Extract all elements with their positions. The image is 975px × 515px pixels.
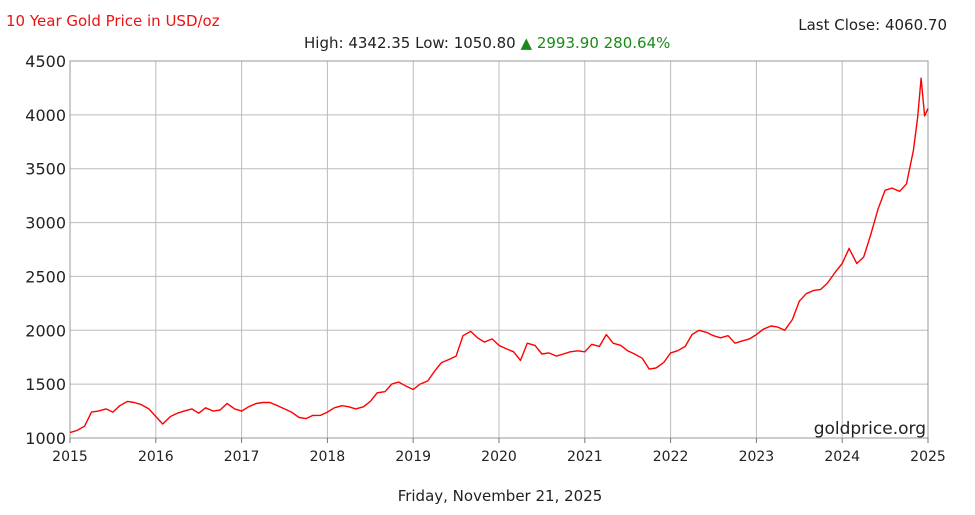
x-tick-label: 2023: [739, 449, 775, 465]
up-arrow-icon: ▲: [520, 34, 533, 52]
x-tick-label: 2017: [224, 449, 260, 465]
y-tick-label: 4500: [25, 52, 66, 71]
change-percent: 280.64%: [603, 34, 671, 52]
low-value: 1050.80: [453, 34, 516, 52]
low-label: Low:: [415, 34, 449, 52]
watermark-label: goldprice.org: [814, 419, 926, 439]
x-tick-label: 2015: [52, 449, 88, 465]
y-tick-label: 1500: [25, 375, 66, 394]
x-tick-label: 2020: [481, 449, 517, 465]
y-axis-ticks: 1000 1500 2000 2500 3000 3500 4000 4500: [25, 52, 66, 448]
chart-title: 10 Year Gold Price in USD/oz: [6, 12, 220, 30]
last-close-label: Last Close:: [798, 16, 881, 34]
x-tick-label: 2022: [653, 449, 689, 465]
price-series-line: [69, 77, 929, 434]
x-tick-label: 2024: [824, 449, 860, 465]
x-axis-ticks: 2015 2016 2017 2018 2019 2020 2021 2022 2023 2024…: [52, 438, 946, 465]
chart-grid: [69, 60, 929, 439]
y-tick-label: 3000: [25, 214, 66, 233]
last-close-value: 4060.70: [884, 16, 947, 34]
last-close: Last Close: 4060.70: [798, 16, 947, 34]
chart-date: Friday, November 21, 2025: [397, 487, 603, 505]
x-tick-label: 2021: [567, 449, 603, 465]
change-value: 2993.90: [536, 34, 599, 52]
y-tick-label: 3500: [25, 160, 66, 179]
x-tick-label: 2016: [138, 449, 174, 465]
y-tick-label: 2000: [25, 321, 66, 340]
y-tick-label: 4000: [25, 106, 66, 125]
x-tick-label: 2018: [310, 449, 346, 465]
x-tick-label: 2025: [910, 449, 946, 465]
x-tick-label: 2019: [395, 449, 431, 465]
high-value: 4342.35: [348, 34, 411, 52]
price-stats: High: 4342.35 Low: 1050.80 ▲ 2993.90 280…: [304, 34, 670, 52]
high-label: High:: [304, 34, 344, 52]
y-tick-label: 1000: [25, 429, 66, 448]
y-tick-label: 2500: [25, 267, 66, 286]
